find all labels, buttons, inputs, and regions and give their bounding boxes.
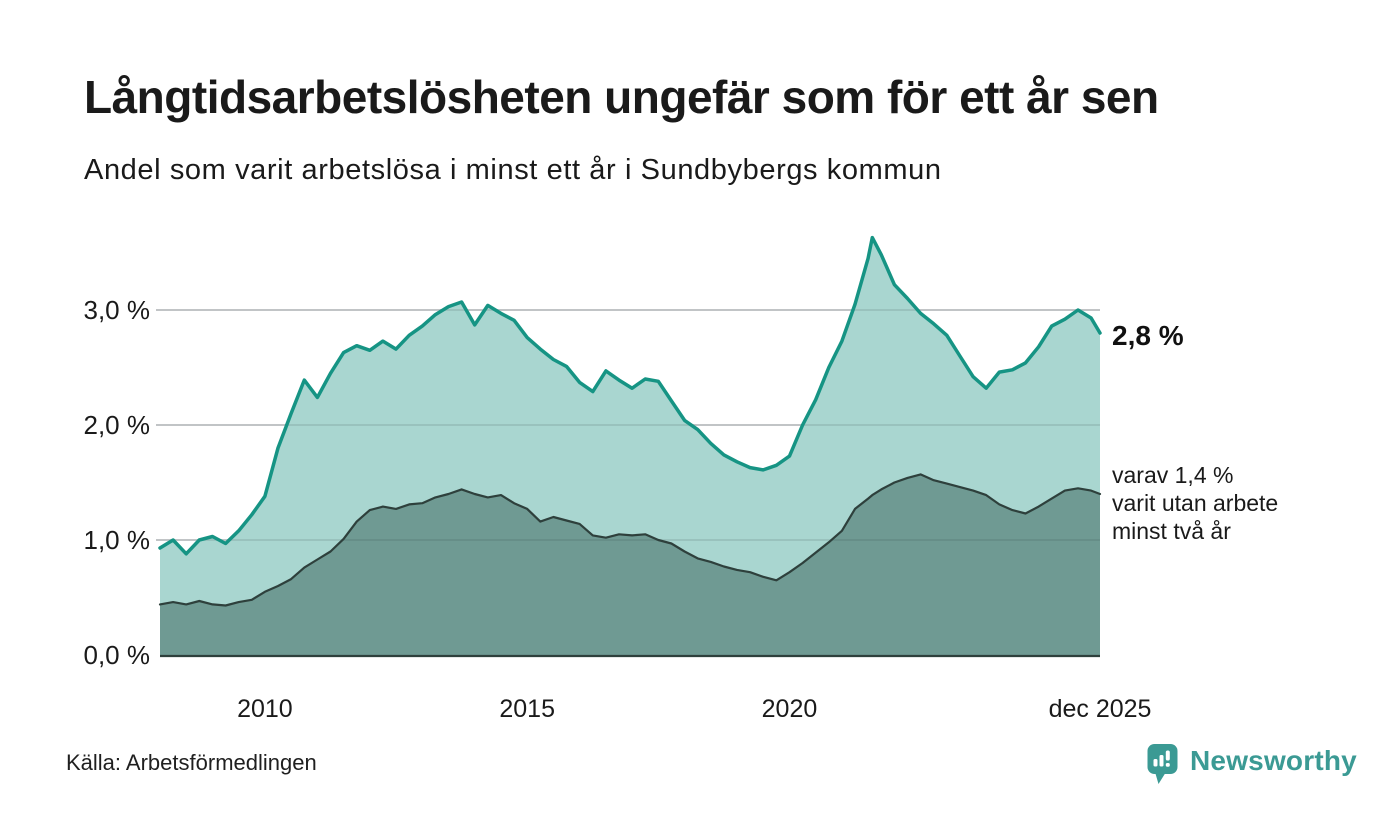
- series-2yr-line: [158, 473, 1102, 607]
- page-title: Långtidsarbetslösheten ungefär som för e…: [84, 71, 1159, 123]
- source-attribution: Källa: Arbetsförmedlingen: [66, 750, 317, 775]
- series2-annotation: varav 1,4 % varit utan arbete minst två …: [1112, 461, 1278, 545]
- y-tick-label: 3,0 %: [84, 295, 151, 325]
- newsworthy-logo-text: Newsworthy: [1190, 745, 1357, 776]
- annotation-line-2: varit utan arbete: [1112, 490, 1279, 516]
- x-tick-label: 2020: [762, 695, 818, 723]
- y-tick-label: 0,0 %: [84, 640, 151, 670]
- chart-subtitle: Andel som varit arbetslösa i minst ett å…: [84, 154, 942, 186]
- series-2yr-area: [160, 474, 1100, 655]
- latest-value-label: 2,8 %: [1112, 320, 1184, 351]
- x-tick-label: 2010: [237, 695, 293, 723]
- y-tick-label: 1,0 %: [84, 525, 151, 555]
- annotation-line-3: minst två år: [1112, 518, 1231, 544]
- newsworthy-logo-icon: [1147, 744, 1178, 784]
- annotation-line-1: varav 1,4 %: [1112, 462, 1234, 488]
- newsworthy-brand: Newsworthy: [1147, 743, 1357, 789]
- x-tick-label: 2015: [499, 695, 555, 723]
- x-tick-label: dec 2025: [1049, 695, 1152, 723]
- series-1yr-line: [158, 235, 1102, 556]
- y-tick-label: 2,0 %: [84, 410, 151, 440]
